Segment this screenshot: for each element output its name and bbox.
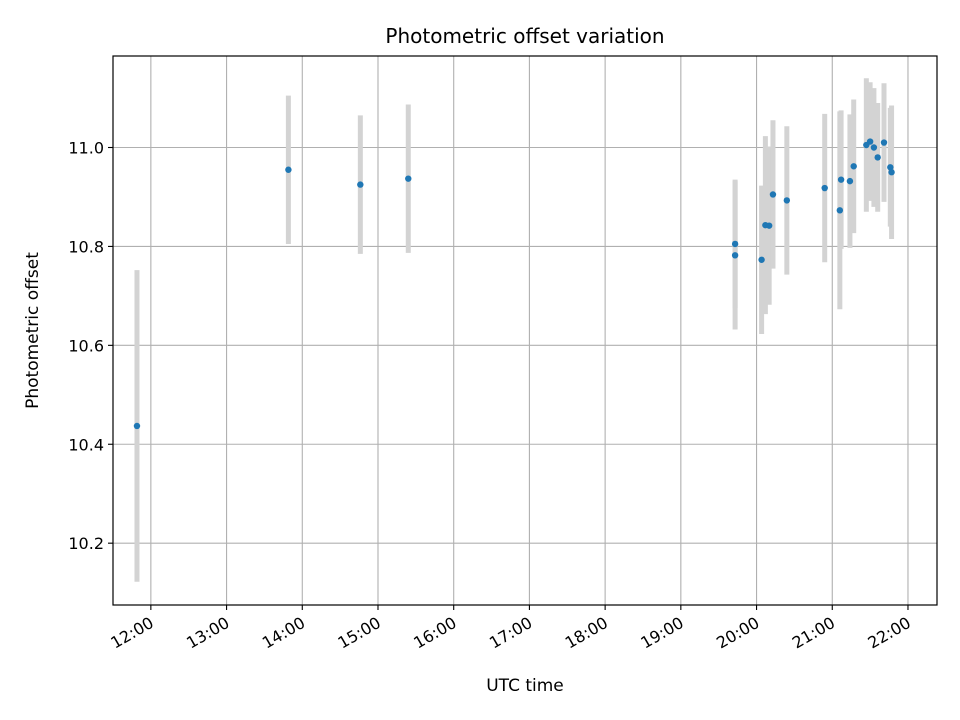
data-point (850, 163, 857, 170)
y-axis-title: Photometric offset (23, 252, 43, 409)
y-tick-label: 10.4 (68, 435, 104, 454)
data-point (405, 175, 412, 182)
data-point (821, 184, 828, 192)
data-point (846, 177, 854, 185)
y-tick-label: 11.0 (68, 139, 104, 158)
data-point (866, 138, 874, 145)
data-point (765, 222, 773, 229)
x-axis-title: UTC time (486, 676, 564, 696)
data-point (731, 252, 739, 259)
data-point (133, 422, 141, 430)
y-tick-label: 10.6 (68, 336, 104, 355)
data-point (731, 240, 739, 248)
chart-title: Photometric offset variation (385, 24, 664, 48)
data-points (133, 138, 895, 430)
y-tick-label: 10.2 (68, 534, 104, 553)
data-point (285, 166, 292, 173)
data-point (783, 197, 791, 204)
data-point (880, 139, 888, 146)
data-point (887, 164, 894, 171)
data-point (837, 176, 845, 183)
data-point (870, 144, 878, 151)
grid (113, 56, 937, 605)
data-point (758, 256, 765, 263)
data-point (874, 154, 881, 161)
data-point (888, 169, 895, 176)
plot-frame (112, 55, 938, 606)
data-point (836, 207, 844, 214)
data-point (769, 191, 777, 198)
y-axis-ticks: 10.2 10.4 10.6 10.8 11.0 (68, 139, 113, 553)
data-point (357, 181, 364, 188)
y-tick-label: 10.8 (68, 237, 104, 256)
